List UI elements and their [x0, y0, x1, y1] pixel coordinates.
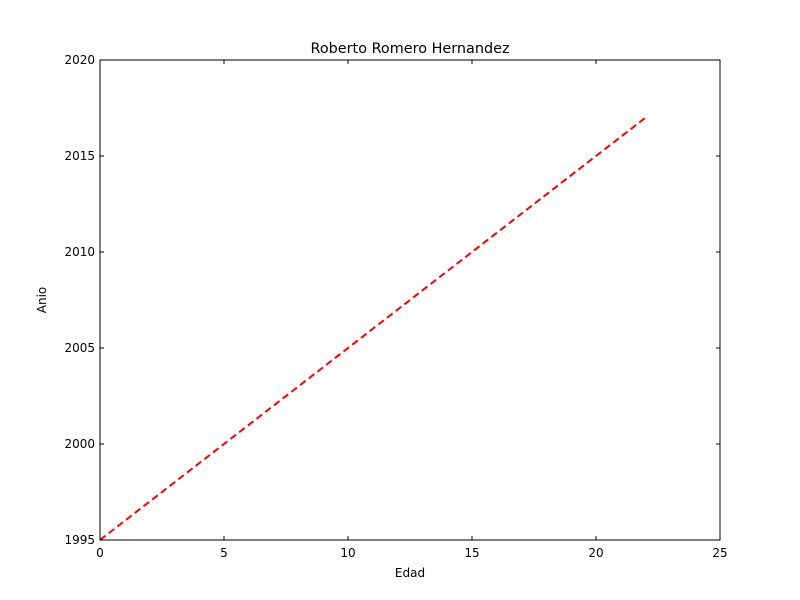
- y-tick-label: 2000: [64, 437, 95, 451]
- series-line: [99, 116, 647, 541]
- plot-area: [99, 59, 721, 541]
- plot-frame: [99, 59, 721, 541]
- y-tick-label: 2005: [64, 341, 95, 355]
- y-tick-label: 2020: [64, 53, 95, 67]
- x-tick-label: 20: [588, 546, 603, 560]
- series-layer: [99, 116, 647, 541]
- x-tick-label: 25: [712, 546, 727, 560]
- x-axis-label: Edad: [395, 566, 425, 580]
- x-tick-label: 0: [96, 546, 104, 560]
- x-tick-label: 15: [464, 546, 479, 560]
- x-tick-label: 10: [340, 546, 355, 560]
- y-tick-label: 2015: [64, 149, 95, 163]
- y-axis-label: Anio: [35, 287, 49, 314]
- x-tick-labels: 0 5 10 15 20 25: [96, 546, 727, 560]
- chart-title: Roberto Romero Hernandez: [310, 41, 509, 57]
- y-tick-label: 1995: [64, 533, 95, 547]
- x-tick-label: 5: [220, 546, 228, 560]
- y-tick-labels: 1995 2000 2005 2010 2015 2020: [64, 53, 95, 547]
- y-tick-label: 2010: [64, 245, 95, 259]
